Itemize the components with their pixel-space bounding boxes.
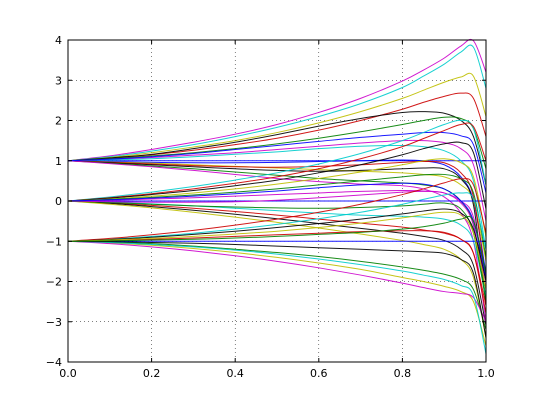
series-line-41 [67, 211, 487, 290]
x-tick-label: 0.4 [226, 367, 244, 380]
y-tick-label: −3 [46, 316, 62, 329]
series-line-16 [67, 131, 487, 194]
y-tick-label: 4 [55, 34, 62, 47]
series-line-3 [67, 72, 487, 162]
series-line-8 [67, 139, 487, 222]
axis-ticks [67, 39, 487, 363]
series-line-40 [67, 240, 487, 338]
series-line-26 [67, 200, 487, 326]
x-tick-label: 0.0 [59, 367, 77, 380]
series-line-2 [67, 44, 487, 162]
series-line-38 [67, 240, 487, 355]
series-line-1 [67, 38, 487, 162]
series-line-34 [67, 240, 487, 347]
series-line-39 [67, 230, 487, 306]
series-line-20 [67, 158, 487, 238]
y-tick-label: 3 [55, 74, 62, 87]
series-line-12 [67, 160, 487, 282]
y-tick-label: 2 [55, 115, 62, 128]
series-line-30 [67, 182, 487, 278]
series-line-35 [67, 240, 487, 330]
y-tick-label: −4 [46, 356, 62, 369]
series-line-37 [67, 240, 487, 322]
x-tick-label: 0.6 [310, 367, 328, 380]
series-line-9 [67, 144, 487, 250]
series-line-6 [67, 116, 487, 169]
series-line-10 [67, 159, 487, 274]
series-line-19 [67, 141, 487, 210]
series-lines [67, 38, 487, 355]
series-line-31 [67, 192, 487, 250]
series-line-29 [67, 190, 487, 290]
x-tick-label: 0.8 [394, 367, 412, 380]
y-tick-label: 1 [55, 155, 62, 168]
x-tick-label: 0.2 [143, 367, 161, 380]
series-line-32 [67, 178, 487, 242]
x-tick-labels: 0.0 0.2 0.4 0.6 0.8 1.0 [59, 367, 495, 380]
series-line-11 [67, 160, 487, 262]
series-line-18 [67, 122, 487, 202]
y-tick-label: −1 [46, 235, 62, 248]
y-tick-label: −2 [46, 276, 62, 289]
y-tick-label: 0 [55, 195, 62, 208]
x-tick-label: 1.0 [477, 367, 495, 380]
y-tick-labels: −4 −3 −2 −1 0 1 2 3 4 [46, 34, 62, 369]
series-line-5 [67, 111, 487, 186]
series-line-33 [67, 208, 487, 282]
series-line-42 [67, 215, 487, 274]
series-line-17 [67, 119, 487, 202]
